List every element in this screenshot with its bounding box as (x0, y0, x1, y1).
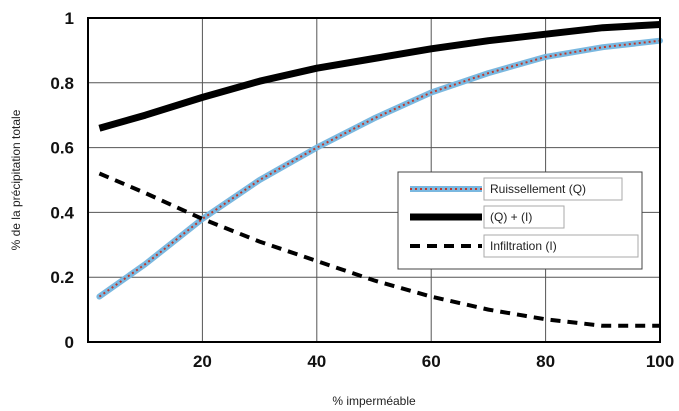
legend-entry-0: Ruissellement (Q) (410, 177, 623, 201)
series-line (98, 21, 661, 132)
series-0 (96, 37, 663, 300)
series-1 (98, 21, 661, 132)
series-line (98, 171, 660, 328)
x-tick-labels: 20 40 60 80 100 (193, 352, 674, 371)
legend-entry-2: Infiltration (I) (410, 234, 639, 258)
y-tick-label: 0 (65, 333, 74, 352)
legend-entry-1: (Q) + (I) (410, 205, 565, 229)
legend-label-box (483, 234, 639, 258)
y-tick-label: 1 (65, 9, 74, 28)
y-tick-label: 0.8 (50, 74, 74, 93)
legend-label: Infiltration (I) (490, 239, 557, 253)
legend: Ruissellement (Q) (Q) + (I) Infiltration (… (397, 171, 643, 270)
legend-label: (Q) + (I) (490, 210, 532, 224)
y-tick-label: 0.6 (50, 139, 74, 158)
y-tick-label: 0.4 (50, 203, 74, 222)
x-axis-title: % imperméable (332, 394, 416, 408)
series-line-dots (98, 39, 661, 298)
legend-label-box (483, 205, 565, 229)
series-2 (98, 171, 660, 328)
x-tick-label: 20 (193, 352, 212, 371)
x-tick-label: 40 (307, 352, 326, 371)
x-tick-label: 60 (422, 352, 441, 371)
y-axis-title: % de la précipitation totale (9, 109, 23, 250)
plot-frame (87, 17, 661, 343)
y-tick-label: 0.2 (50, 268, 74, 287)
legend-label: Ruissellement (Q) (490, 182, 586, 196)
y-tick-labels: 0 0.2 0.4 0.6 0.8 1 (50, 9, 74, 352)
x-tick-label: 80 (536, 352, 555, 371)
legend-label-box (483, 177, 623, 201)
x-tick-label: 100 (646, 352, 674, 371)
series-layer (96, 21, 663, 328)
